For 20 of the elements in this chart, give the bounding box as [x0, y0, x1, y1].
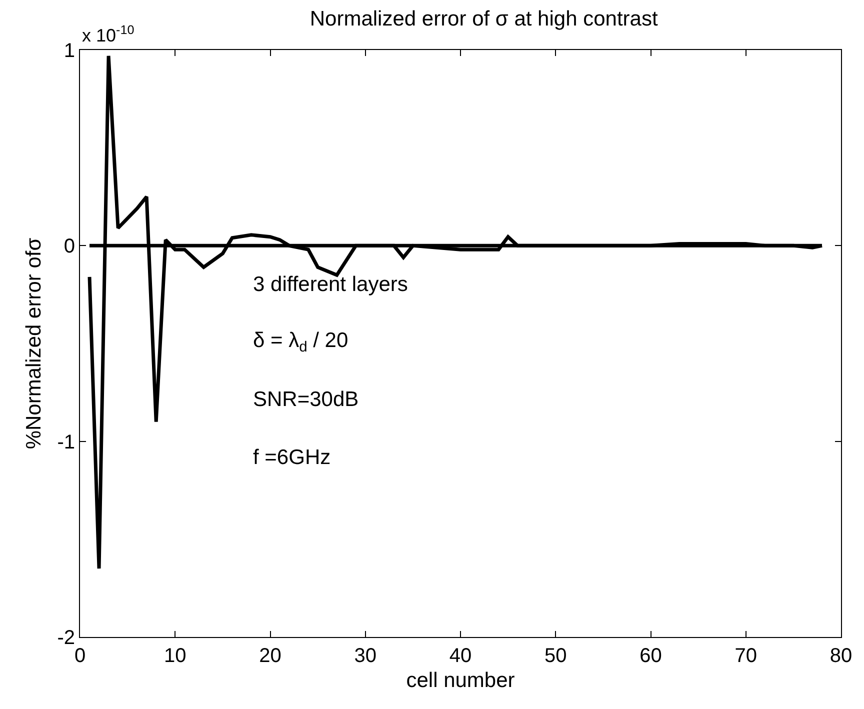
annotation: 3 different layers: [253, 273, 408, 296]
x-tick-label: 60: [640, 645, 662, 667]
text: x 10$^{-10}$: [82, 23, 134, 46]
annotation: SNR=30dB: [253, 388, 359, 411]
y-axis-title: %Normalized error ofσ: [22, 238, 46, 450]
x-tick-label: 80: [830, 645, 852, 667]
y-tick-label: 1: [64, 40, 75, 62]
x-tick-label: 30: [354, 645, 377, 667]
y-tick-label: -1: [57, 431, 75, 454]
y-tick-label: -2: [57, 627, 75, 649]
x-axis-title: cell number: [406, 669, 515, 692]
chart-title: Normalized error of σ at high contrast: [310, 7, 658, 30]
x-tick-label: 50: [544, 645, 567, 667]
annotation: δ = λ$_{d}$ / 20: [253, 329, 348, 356]
x-tick-label: 70: [734, 645, 758, 667]
x-tick-label: 20: [259, 645, 282, 667]
x-tick-label: 10: [164, 645, 186, 667]
annotation: f =6GHz: [253, 446, 331, 469]
y-tick-label: 0: [64, 236, 75, 258]
x-tick-label: 40: [449, 645, 472, 667]
